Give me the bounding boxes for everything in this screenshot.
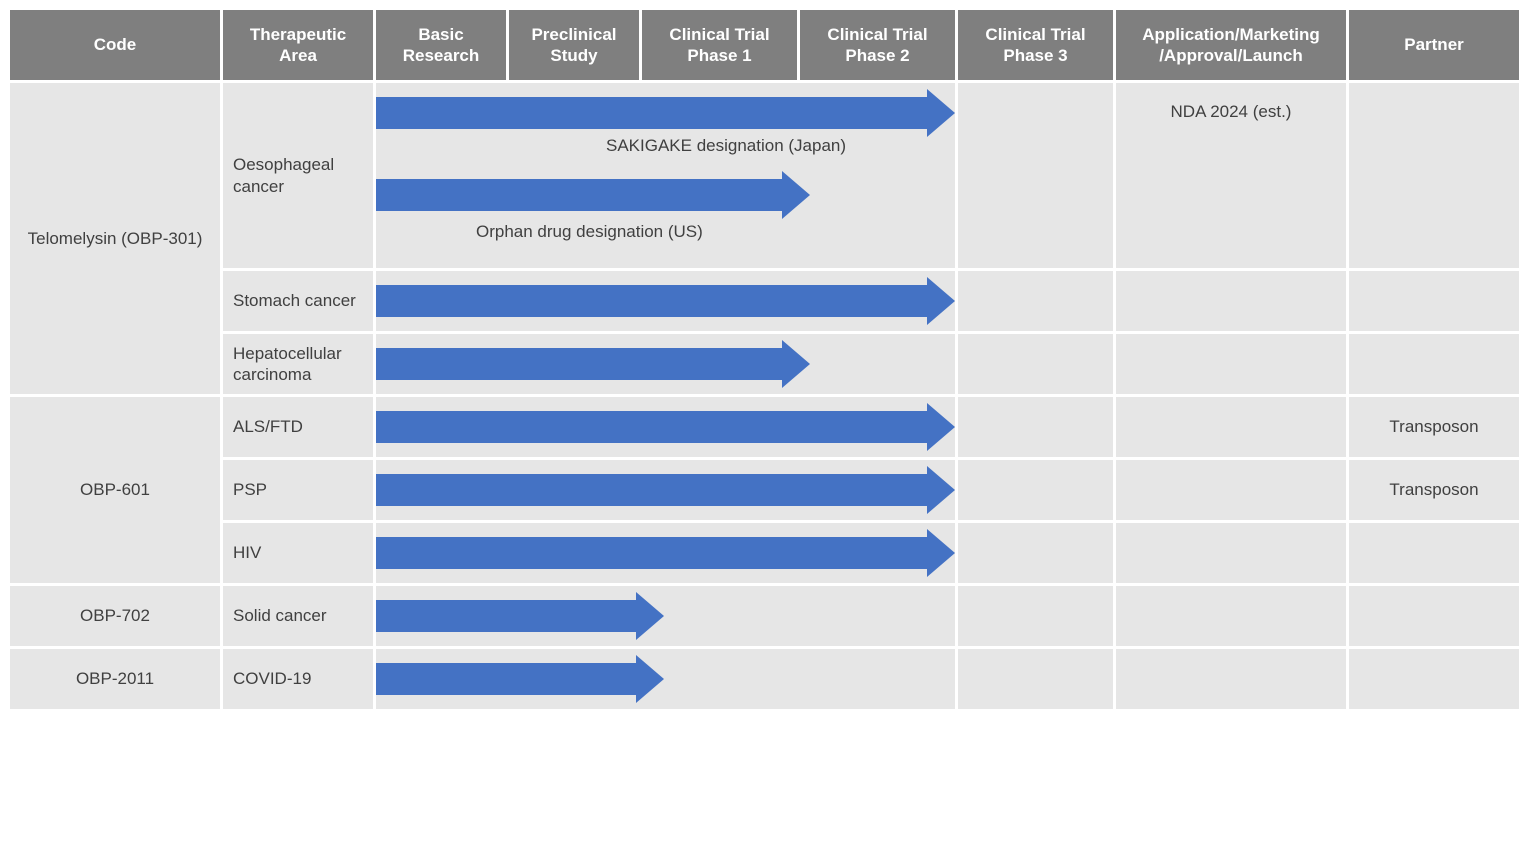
col-header-phase3: Clinical Trial Phase 3	[958, 10, 1113, 80]
col-header-basic: Basic Research	[376, 10, 506, 80]
col-header-preclinical: Preclinical Study	[509, 10, 639, 80]
cell-solid-partner	[1349, 586, 1519, 646]
cell-oeso-partner	[1349, 83, 1519, 268]
arrow-stomach	[376, 285, 955, 317]
pipeline-table: Code Therapeutic Area Basic Research Pre…	[10, 10, 1500, 709]
cell-covid-partner	[1349, 649, 1519, 709]
label-orphan: Orphan drug designation (US)	[476, 221, 703, 242]
cell-solid-app	[1116, 586, 1346, 646]
cell-oeso-phase3	[958, 83, 1113, 268]
label-sakigake: SAKIGAKE designation (Japan)	[606, 135, 846, 156]
cell-oeso-nda: NDA 2024 (est.)	[1116, 83, 1346, 268]
area-covid: COVID-19	[223, 649, 373, 709]
cell-psp-partner: Transposon	[1349, 460, 1519, 520]
cell-hepato-app	[1116, 334, 1346, 394]
arrow-cell-oeso: SAKIGAKE designation (Japan) Orphan drug…	[376, 83, 955, 268]
code-obp601: OBP-601	[10, 397, 220, 583]
area-solid: Solid cancer	[223, 586, 373, 646]
col-header-code: Code	[10, 10, 220, 80]
arrow-cell-hepato	[376, 334, 955, 394]
area-hiv: HIV	[223, 523, 373, 583]
cell-hepato-phase3	[958, 334, 1113, 394]
cell-covid-app	[1116, 649, 1346, 709]
cell-psp-phase3	[958, 460, 1113, 520]
arrow-oeso-sakigake	[376, 97, 955, 129]
arrow-cell-hiv	[376, 523, 955, 583]
area-alsftd: ALS/FTD	[223, 397, 373, 457]
cell-covid-phase3	[958, 649, 1113, 709]
col-header-phase2: Clinical Trial Phase 2	[800, 10, 955, 80]
arrow-cell-psp	[376, 460, 955, 520]
cell-stomach-partner	[1349, 271, 1519, 331]
arrow-psp	[376, 474, 955, 506]
area-psp: PSP	[223, 460, 373, 520]
col-header-phase1: Clinical Trial Phase 1	[642, 10, 797, 80]
arrow-alsftd	[376, 411, 955, 443]
cell-stomach-app	[1116, 271, 1346, 331]
cell-hiv-app	[1116, 523, 1346, 583]
col-header-area: Therapeutic Area	[223, 10, 373, 80]
arrow-covid	[376, 663, 664, 695]
code-telomelysin: Telomelysin (OBP-301)	[10, 83, 220, 394]
arrow-oeso-orphan	[376, 179, 810, 211]
cell-solid-phase3	[958, 586, 1113, 646]
arrow-hepato	[376, 348, 810, 380]
cell-alsftd-partner: Transposon	[1349, 397, 1519, 457]
code-obp702: OBP-702	[10, 586, 220, 646]
code-obp2011: OBP-2011	[10, 649, 220, 709]
arrow-hiv	[376, 537, 955, 569]
area-stomach: Stomach cancer	[223, 271, 373, 331]
cell-alsftd-app	[1116, 397, 1346, 457]
arrow-solid	[376, 600, 664, 632]
arrow-cell-stomach	[376, 271, 955, 331]
col-header-partner: Partner	[1349, 10, 1519, 80]
arrow-cell-covid	[376, 649, 955, 709]
cell-hiv-phase3	[958, 523, 1113, 583]
cell-hiv-partner	[1349, 523, 1519, 583]
col-header-app: Application/Marketing /Approval/Launch	[1116, 10, 1346, 80]
cell-hepato-partner	[1349, 334, 1519, 394]
cell-alsftd-phase3	[958, 397, 1113, 457]
area-hepato: Hepatocellular carcinoma	[223, 334, 373, 394]
arrow-cell-solid	[376, 586, 955, 646]
arrow-cell-alsftd	[376, 397, 955, 457]
cell-stomach-phase3	[958, 271, 1113, 331]
area-oesophageal: Oesophageal cancer	[223, 83, 373, 268]
cell-psp-app	[1116, 460, 1346, 520]
